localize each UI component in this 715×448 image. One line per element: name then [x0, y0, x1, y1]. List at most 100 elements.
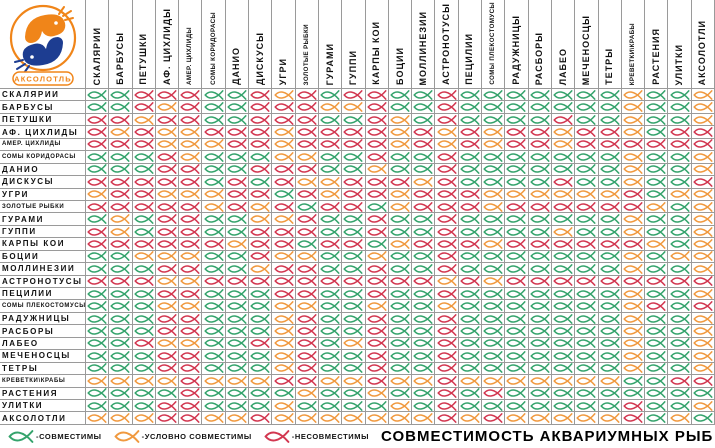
fish-icon: [320, 127, 340, 137]
fish-icon: [670, 102, 690, 113]
compatibility-cell: [411, 249, 435, 263]
compatibility-cell: [504, 100, 528, 113]
compatibility-cell: [411, 125, 435, 138]
fish-icon: [87, 201, 107, 212]
fish-icon: [413, 176, 433, 187]
fish-icon: [227, 226, 247, 237]
fish-icon: [227, 375, 247, 386]
compatibility-cell: [154, 374, 179, 387]
compatibility-cell: [294, 249, 318, 263]
compatibility-cell: [574, 311, 598, 325]
compatibility-cell: [597, 150, 621, 163]
fish-icon: [693, 350, 713, 361]
compatibility-cell: [667, 199, 691, 213]
fish-icon: [297, 127, 317, 137]
fish-icon: [274, 338, 294, 349]
compatibility-cell: [434, 150, 458, 163]
fish-icon: [367, 388, 387, 399]
fish-icon: [343, 239, 363, 249]
fish-icon: [600, 226, 620, 237]
compatibility-cell: [85, 212, 109, 225]
compatibility-cell: [201, 112, 225, 126]
fish-icon: [530, 313, 550, 324]
compatibility-cell: [317, 100, 342, 113]
compatibility-cell: [108, 112, 132, 126]
fish-icon: [670, 226, 690, 237]
compatibility-cell: [574, 374, 598, 387]
compatibility-cell: [271, 398, 295, 412]
column-header: БАРБУСЫ: [108, 0, 131, 88]
compatibility-cell: [504, 237, 528, 250]
compatibility-cell: [620, 311, 645, 325]
fish-icon: [460, 176, 480, 187]
fish-icon: [157, 276, 177, 287]
compatibility-cell: [597, 249, 621, 263]
compatibility-cell: [364, 212, 388, 225]
compatibility-cell: [411, 88, 435, 101]
fish-icon: [530, 127, 550, 137]
compatibility-cell: [294, 88, 318, 101]
compatibility-cell: [620, 386, 645, 399]
compatibility-cell: [154, 274, 179, 287]
fish-icon: [483, 114, 503, 125]
fish-icon: [367, 127, 387, 137]
compatibility-cell: [154, 311, 179, 325]
fish-icon: [413, 263, 433, 274]
compatibility-cell: [504, 249, 528, 263]
fish-icon: [646, 127, 666, 137]
row-label: МОЛЛИНЕЗИИ: [0, 262, 85, 274]
compatibility-cell: [364, 224, 388, 238]
matrix-row: ТЕТРЫ: [0, 361, 715, 375]
fish-icon: [623, 201, 643, 212]
fish-icon: [693, 102, 713, 113]
compatibility-cell: [294, 212, 318, 225]
column-header: АСТРОНОТУСЫ: [434, 0, 457, 88]
fish-icon: [646, 201, 666, 212]
compatibility-cell: [574, 100, 598, 113]
fish-icon: [87, 226, 107, 237]
compatibility-cell: [387, 150, 412, 163]
compatibility-cell: [434, 287, 458, 300]
fish-icon: [390, 176, 410, 187]
fish-icon: [600, 201, 620, 212]
compatibility-cell: [527, 324, 551, 337]
compatibility-cell: [387, 137, 412, 151]
compatibility-cell: [527, 386, 551, 399]
fish-icon: [413, 151, 433, 162]
compatibility-cell: [85, 112, 109, 126]
fish-icon: [110, 151, 130, 162]
fish-icon: [180, 350, 200, 361]
compatibility-cell: [527, 187, 551, 200]
compatibility-cell: [154, 224, 179, 238]
fish-icon: [600, 388, 620, 399]
fish-icon: [530, 276, 550, 287]
fish-icon: [250, 263, 270, 274]
fish-icon: [390, 89, 410, 100]
compatibility-cell: [457, 100, 482, 113]
compatibility-cell: [411, 274, 435, 287]
fish-icon: [297, 263, 317, 274]
fish-icon: [576, 127, 596, 137]
fish-icon: [180, 338, 200, 349]
fish-icon: [576, 226, 596, 237]
compatibility-cell: [481, 287, 505, 300]
fish-icon: [250, 89, 270, 100]
fish-icon: [274, 239, 294, 249]
compatibility-cell: [457, 374, 482, 387]
compatibility-cell: [248, 150, 272, 163]
fish-icon: [134, 89, 154, 100]
fish-icon: [483, 189, 503, 200]
fish-icon: [157, 164, 177, 175]
compatibility-cell: [411, 187, 435, 200]
compatibility-cell: [154, 112, 179, 126]
compatibility-cell: [108, 274, 132, 287]
compatibility-cell: [224, 88, 249, 101]
compatibility-cell: [387, 411, 412, 424]
compatibility-cell: [364, 237, 388, 250]
fish-icon: [506, 127, 526, 137]
compatibility-cell: [178, 187, 202, 200]
compatibility-cell: [574, 262, 598, 275]
fish-icon: [530, 239, 550, 249]
compatibility-cell: [248, 212, 272, 225]
compatibility-cell: [481, 411, 505, 424]
